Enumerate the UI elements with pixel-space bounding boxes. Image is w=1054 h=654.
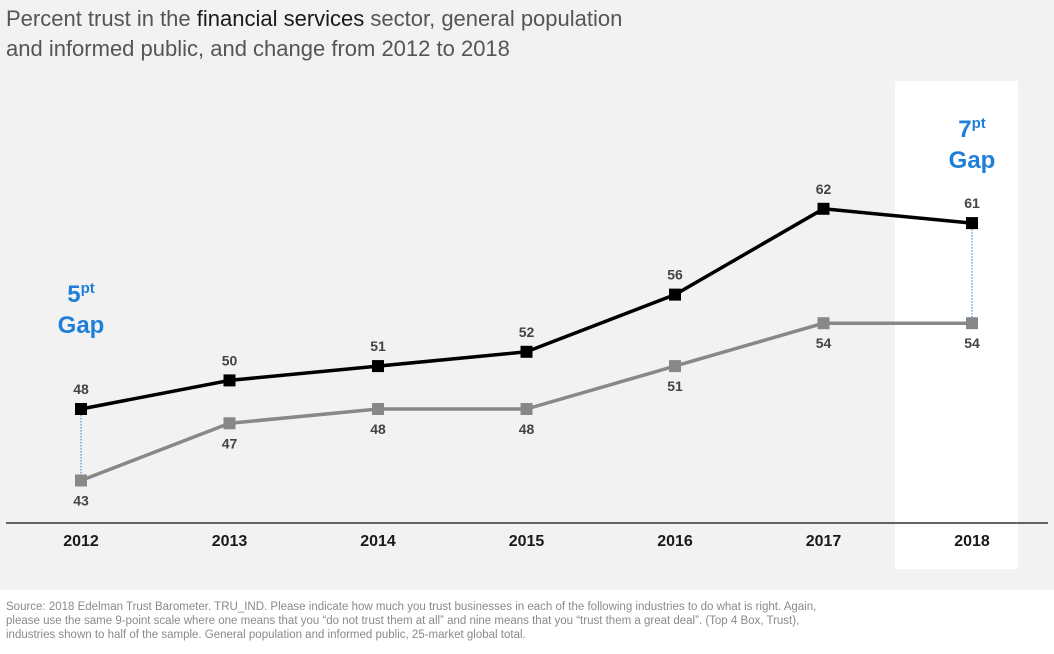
series-0-data-label: 51: [370, 338, 386, 354]
series-0-data-label: 62: [816, 181, 832, 197]
series-line-0: [80, 207, 973, 411]
chart-title: Percent trust in the financial services …: [6, 4, 622, 64]
title-prefix: Percent trust in the: [6, 6, 197, 31]
source-line-1: Source: 2018 Edelman Trust Barometer. TR…: [6, 601, 817, 613]
gap-word: Gap: [58, 312, 105, 339]
series-1-marker: [520, 403, 533, 415]
title-line-1: Percent trust in the financial services …: [6, 4, 622, 34]
series-1-marker: [966, 317, 978, 330]
series-0-data-label: 48: [73, 381, 89, 397]
source-line-3: industries shown to half of the sample. …: [6, 629, 526, 641]
series-0-data-label: 52: [519, 324, 535, 340]
gap-word: Gap: [949, 147, 996, 174]
series-1-data-label: 54: [964, 335, 980, 351]
series-1-data-label: 48: [519, 421, 535, 437]
source-note: Source: 2018 Edelman Trust Barometer. TR…: [0, 590, 1054, 654]
series-1-data-label: 47: [222, 435, 238, 451]
x-tick-label: 2014: [360, 533, 396, 550]
series-0-marker: [520, 345, 533, 358]
series-0-data-label: 56: [667, 267, 683, 283]
series-0-marker: [75, 403, 87, 415]
x-tick-label: 2018: [954, 533, 990, 550]
series-1-marker: [372, 403, 384, 415]
title-line-2: and informed public, and change from 201…: [6, 36, 510, 61]
series-0-marker: [817, 202, 830, 215]
series-1-data-label: 51: [667, 378, 683, 394]
gap-value: 5pt: [67, 280, 95, 308]
series-1-marker: [817, 317, 830, 330]
x-tick-label: 2017: [806, 533, 842, 550]
title-suffix: sector, general population: [364, 6, 623, 31]
trust-line-chart: 43 47 48 48 51 54 54 48 50 51 52 56 62 61 2012 2013 201…: [6, 81, 1048, 569]
series-1-marker: [75, 474, 87, 487]
series-0-marker: [966, 217, 978, 230]
series-1-data-label: 54: [816, 335, 832, 351]
series-1-marker: [669, 360, 681, 373]
x-tick-label: 2013: [212, 533, 248, 550]
series-0-data-label: 61: [964, 195, 980, 211]
series-0-data-label: 50: [222, 352, 238, 368]
series-1-data-label: 48: [370, 421, 386, 437]
x-tick-label: 2016: [657, 533, 693, 550]
series-0-marker: [669, 288, 681, 301]
highlight-column: [895, 81, 1018, 569]
x-tick-label: 2012: [63, 533, 99, 550]
series-0-marker: [223, 374, 236, 387]
source-line-2: please use the same 9-point scale where …: [6, 615, 800, 627]
series-1-data-label: 43: [73, 493, 89, 509]
title-highlight: financial services: [196, 6, 365, 31]
series-1-marker: [223, 417, 236, 430]
series-0-marker: [372, 360, 384, 373]
x-tick-label: 2015: [509, 533, 545, 550]
